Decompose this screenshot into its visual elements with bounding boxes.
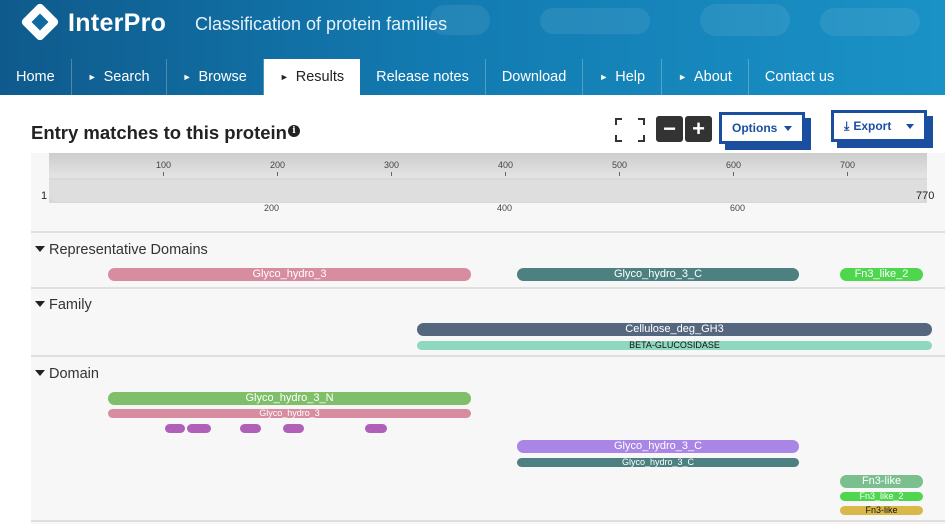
track-glyco-hydro-3[interactable]: Glyco_hydro_3	[108, 268, 471, 281]
track-fn3-like[interactable]: Fn3-like	[840, 475, 923, 488]
ruler-tick-label: 500	[612, 160, 628, 170]
ruler-tick	[619, 172, 620, 176]
nav-results[interactable]: ► Results	[263, 59, 361, 95]
track-glyco-hydro-3-n[interactable]: Glyco_hydro_3_N	[108, 392, 471, 405]
brand-name[interactable]: InterPro	[68, 9, 167, 37]
chevron-down-icon	[906, 124, 914, 129]
ruler-overview-tick-label: 200	[264, 203, 280, 213]
fullscreen-icon[interactable]	[615, 118, 645, 142]
ruler-tick	[391, 172, 392, 176]
ruler-tick-label: 100	[156, 160, 172, 170]
options-dropdown[interactable]: Options	[719, 112, 805, 144]
section-domain[interactable]: Domain	[35, 366, 99, 382]
track-site-segment[interactable]	[187, 424, 211, 433]
ruler-start-label: 1	[41, 190, 48, 202]
site-header: InterPro Classification of protein famil…	[0, 0, 945, 95]
ruler-tick-label: 400	[498, 160, 514, 170]
chevron-down-icon	[784, 126, 792, 131]
export-label: Export	[853, 119, 892, 133]
ruler-tick	[505, 172, 506, 176]
ruler-end-label: 770	[916, 190, 935, 202]
ruler-tick	[277, 172, 278, 176]
options-label: Options	[732, 121, 778, 135]
track-beta-glucosidase[interactable]: BETA-GLUCOSIDASE	[417, 341, 932, 350]
ruler-tick-label: 600	[726, 160, 742, 170]
section-divider	[31, 231, 945, 233]
nav-arrow-icon: ►	[182, 72, 192, 82]
nav-arrow-icon: ►	[279, 72, 289, 82]
nav-home[interactable]: Home	[0, 59, 72, 95]
ruler-overview-tick-label: 400	[497, 203, 513, 213]
page-title: Entry matches to this protein i	[31, 122, 300, 144]
ruler-tick	[733, 172, 734, 176]
ruler-tick-label: 300	[384, 160, 400, 170]
nav-release-notes[interactable]: Release notes	[360, 59, 486, 95]
ruler-overview-track[interactable]	[49, 180, 927, 202]
download-icon: ⤓	[844, 119, 850, 133]
track-site-segment[interactable]	[365, 424, 387, 433]
caret-down-icon	[35, 301, 45, 307]
track-cellulose-deg-gh3[interactable]: Cellulose_deg_GH3	[417, 323, 932, 336]
nav-search[interactable]: ► Search	[72, 59, 167, 95]
track-glyco-hydro-3-c-sub[interactable]: Glyco_hydro_3_C	[517, 458, 799, 467]
ruler-tick	[163, 172, 164, 176]
main-nav: Home ► Search ► Browse ► Results Release no…	[0, 59, 945, 95]
zoom-in-button[interactable]: +	[685, 116, 712, 142]
track-site-segment[interactable]	[165, 424, 185, 433]
track-fn3-like-2[interactable]: Fn3_like_2	[840, 268, 923, 281]
export-dropdown[interactable]: ⤓ Export	[831, 110, 927, 142]
caret-down-icon	[35, 370, 45, 376]
nav-browse[interactable]: ► Browse	[167, 59, 264, 95]
info-icon[interactable]: i	[287, 125, 300, 137]
nav-download[interactable]: Download	[486, 59, 584, 95]
section-divider	[31, 520, 945, 522]
section-divider	[31, 355, 945, 357]
track-fn3-like-sub[interactable]: Fn3-like	[840, 506, 923, 515]
track-glyco-hydro-3-sub[interactable]: Glyco_hydro_3	[108, 409, 471, 418]
section-representative-domains[interactable]: Representative Domains	[35, 242, 208, 258]
nav-contact-us[interactable]: Contact us	[764, 69, 835, 85]
zoom-out-button[interactable]: −	[656, 116, 683, 142]
ruler-zoom-track[interactable]	[49, 153, 927, 178]
ruler-tick-label: 200	[270, 160, 286, 170]
interpro-logo-icon[interactable]	[20, 2, 60, 42]
nav-arrow-icon: ►	[87, 72, 97, 82]
track-site-segment[interactable]	[283, 424, 304, 433]
ruler-tick	[847, 172, 848, 176]
ruler-overview-tick-label: 600	[730, 203, 746, 213]
nav-arrow-icon: ►	[599, 72, 609, 82]
track-fn3-like-2-domain[interactable]: Fn3_like_2	[840, 492, 923, 501]
ruler-tick-label: 700	[840, 160, 856, 170]
nav-arrow-icon: ►	[678, 72, 687, 82]
track-site-segment[interactable]	[240, 424, 261, 433]
track-glyco-hydro-3-c[interactable]: Glyco_hydro_3_C	[517, 268, 799, 281]
section-family[interactable]: Family	[35, 297, 92, 313]
nav-about[interactable]: ► About	[662, 59, 749, 95]
caret-down-icon	[35, 246, 45, 252]
section-divider	[31, 287, 945, 289]
track-glyco-hydro-3-c-domain[interactable]: Glyco_hydro_3_C	[517, 440, 799, 453]
site-tagline: Classification of protein families	[195, 14, 448, 34]
nav-help[interactable]: ► Help	[583, 59, 663, 95]
